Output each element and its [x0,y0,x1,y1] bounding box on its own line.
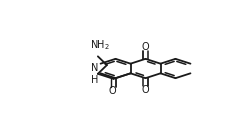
Text: O: O [142,85,149,95]
Text: H: H [91,75,98,85]
Text: N: N [91,63,98,73]
Text: O: O [142,42,149,52]
Text: NH$_2$: NH$_2$ [90,38,110,52]
Text: O: O [108,86,116,96]
